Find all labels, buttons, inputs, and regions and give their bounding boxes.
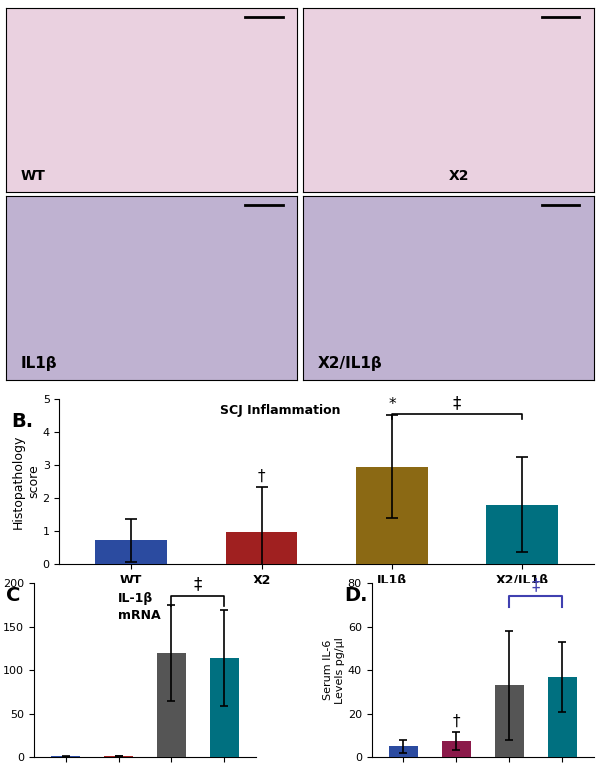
Bar	[356, 467, 428, 564]
Bar	[104, 756, 133, 757]
Text: WT: WT	[20, 169, 46, 183]
Text: ‡: ‡	[453, 394, 461, 412]
Text: ‡: ‡	[532, 576, 540, 594]
Bar	[495, 685, 524, 757]
Text: C: C	[6, 587, 20, 605]
Text: D.: D.	[344, 587, 367, 605]
Bar	[157, 653, 186, 757]
Bar	[226, 532, 298, 564]
Text: †: †	[258, 469, 265, 484]
Bar	[442, 741, 471, 757]
Text: IL1β: IL1β	[20, 356, 57, 371]
Text: ‡: ‡	[194, 575, 202, 594]
Y-axis label: Serum IL-6
Levels pg/µl: Serum IL-6 Levels pg/µl	[323, 636, 345, 704]
Text: A.: A.	[12, 15, 35, 34]
Bar	[210, 658, 239, 757]
Text: X2: X2	[448, 169, 469, 183]
Text: †: †	[452, 714, 460, 729]
Bar	[95, 540, 167, 564]
Text: X2/IL1β: X2/IL1β	[317, 356, 382, 371]
Text: *: *	[388, 397, 396, 412]
Bar	[389, 747, 418, 757]
Text: IL-1β
mRNA: IL-1β mRNA	[118, 591, 161, 622]
Y-axis label: Histopathology
score: Histopathology score	[12, 435, 40, 529]
Text: B.: B.	[11, 412, 34, 431]
Bar	[487, 505, 558, 564]
Bar	[548, 677, 577, 757]
Text: SCJ Inflammation: SCJ Inflammation	[220, 404, 340, 417]
